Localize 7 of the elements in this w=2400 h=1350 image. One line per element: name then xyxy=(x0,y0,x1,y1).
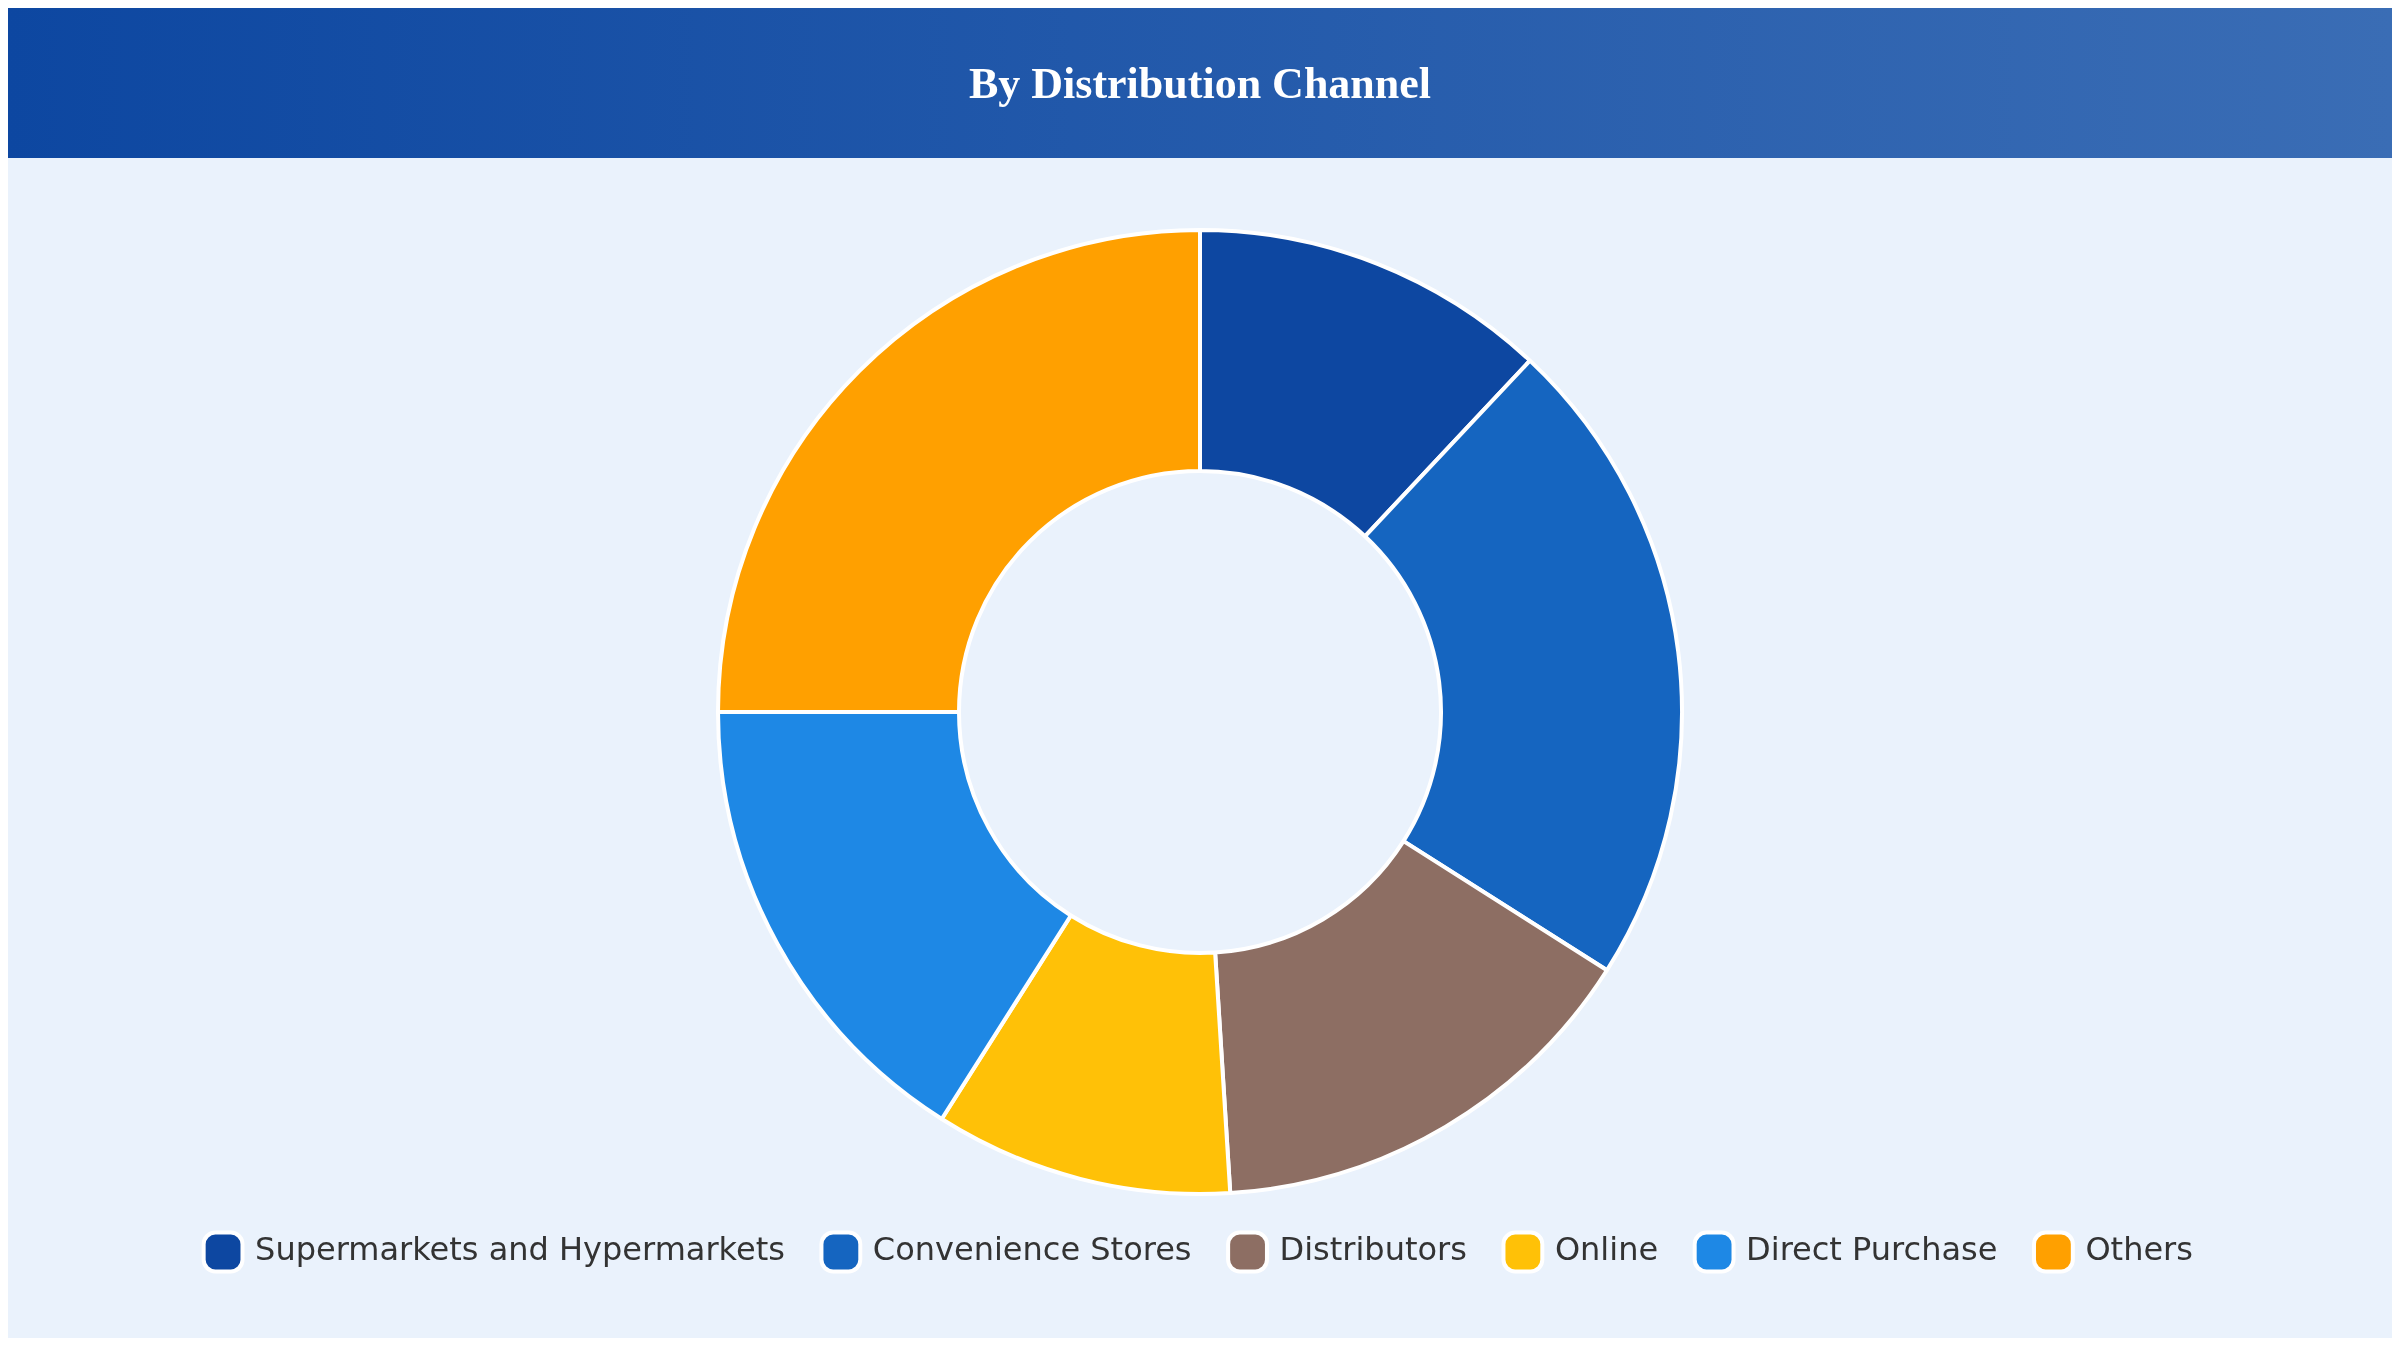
legend-label: Supermarkets and Hypermarkets xyxy=(255,1230,785,1269)
legend-label: Others xyxy=(2085,1230,2193,1269)
legend-label: Online xyxy=(1554,1230,1659,1269)
legend-label: Direct Purchase xyxy=(1746,1230,1998,1269)
legend-label: Convenience Stores xyxy=(872,1230,1192,1269)
chart-title: By Distribution Channel xyxy=(968,57,1432,109)
legend-label: Distributors xyxy=(1279,1230,1467,1269)
